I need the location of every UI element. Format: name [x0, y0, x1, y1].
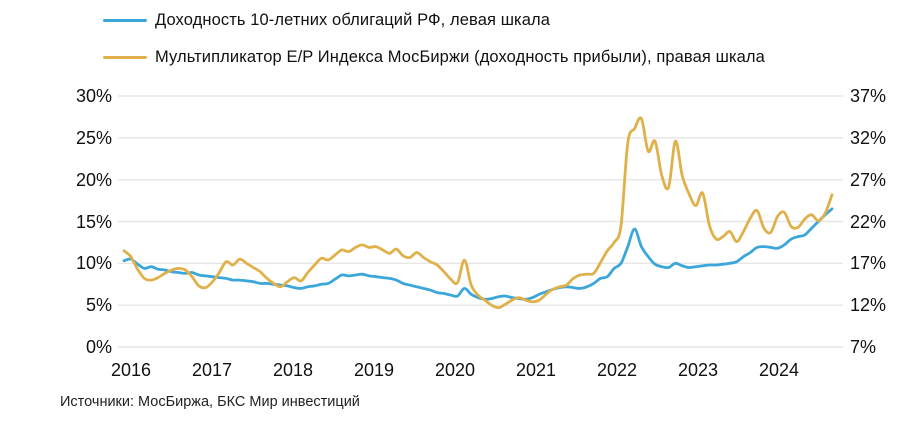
- x-axis-tick: 2018: [272, 360, 314, 380]
- left-axis-tick: 30%: [75, 86, 112, 106]
- ep-line-swatch: [103, 55, 147, 59]
- right-axis-tick: 32%: [850, 127, 887, 148]
- x-axis-tick: 2024: [758, 360, 800, 380]
- x-axis-tick: 2023: [677, 360, 719, 380]
- x-axis-tick: 2017: [191, 360, 233, 380]
- right-axis-tick: 37%: [850, 86, 887, 106]
- legend-item-bonds: Доходность 10-летних облигаций РФ, левая…: [103, 9, 550, 31]
- x-axis-tick: 2021: [515, 360, 557, 380]
- bond-yield-line: [122, 207, 834, 301]
- right-axis-tick: 22%: [850, 211, 887, 232]
- source-note: Источники: МосБиржа, БКС Мир инвестиций: [60, 394, 360, 410]
- right-axis-tick: 7%: [850, 337, 877, 357]
- left-axis-tick: 5%: [85, 295, 112, 316]
- left-axis-tick: 10%: [75, 253, 112, 274]
- right-axis-tick: 12%: [850, 295, 887, 316]
- right-axis-tick: 17%: [850, 253, 887, 274]
- bonds-line-swatch: [103, 18, 147, 22]
- legend-label-bonds: Доходность 10-летних облигаций РФ, левая…: [155, 10, 551, 29]
- right-axis-tick: 27%: [850, 169, 887, 190]
- legend-label-ep: Мультипликатор E/P Индекса МосБиржи (дох…: [155, 47, 765, 66]
- left-axis-tick: 15%: [75, 211, 112, 232]
- ep-multiplier-line: [122, 116, 834, 310]
- left-axis-tick: 20%: [75, 169, 112, 190]
- x-axis-tick: 2020: [434, 360, 476, 380]
- legend-item-ep: Мультипликатор E/P Индекса МосБиржи (дох…: [103, 46, 765, 68]
- x-axis-tick: 2022: [596, 360, 638, 380]
- left-axis-tick: 0%: [85, 337, 112, 357]
- x-axis-tick: 2016: [110, 360, 152, 380]
- x-axis-tick: 2019: [353, 360, 395, 380]
- left-axis-tick: 25%: [75, 127, 112, 148]
